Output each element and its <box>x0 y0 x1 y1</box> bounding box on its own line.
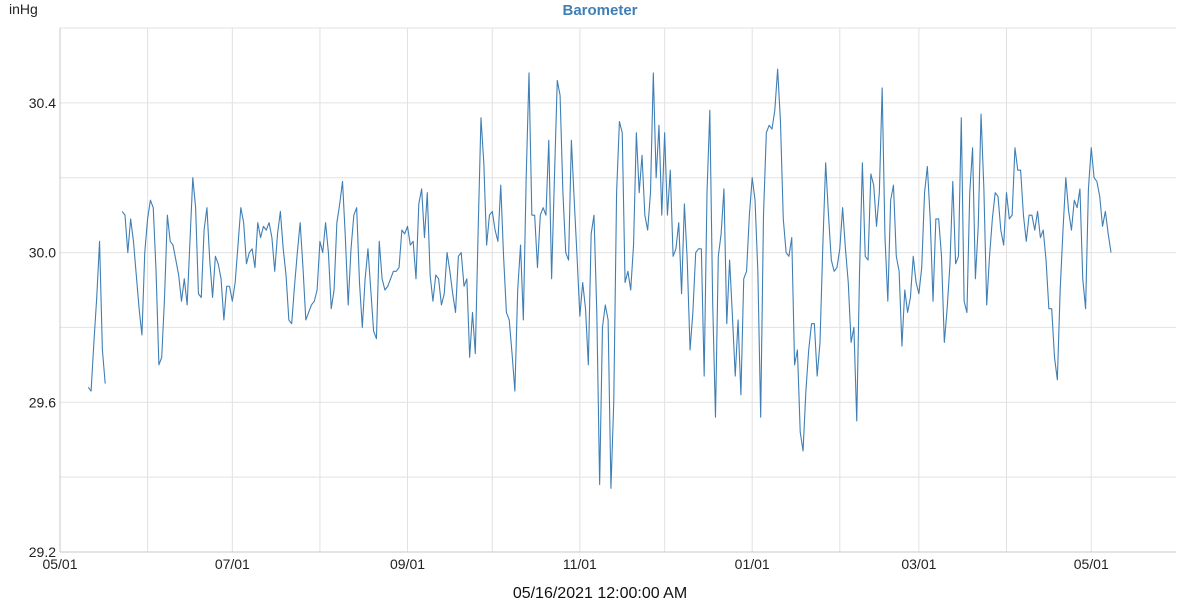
y-tick-label: 29.6 <box>29 394 56 410</box>
y-tick-label: 30.0 <box>29 245 56 261</box>
x-axis-ticks: 05/01 07/01 09/01 11/01 01/01 03/01 05/01 <box>42 556 1108 572</box>
grid-lines <box>60 27 1176 552</box>
y-tick-label: 29.2 <box>29 544 56 560</box>
y-axis-unit-label: inHg <box>9 1 38 17</box>
y-axis-ticks: 29.2 29.6 30.0 30.4 <box>29 95 56 560</box>
plot-area <box>59 28 1176 553</box>
chart-title: Barometer <box>562 2 637 19</box>
x-tick-label: 07/01 <box>215 556 250 572</box>
x-tick-label: 01/01 <box>735 556 770 572</box>
x-tick-label: 11/01 <box>563 556 597 572</box>
x-tick-label: 05/01 <box>1074 556 1109 572</box>
x-tick-label: 09/01 <box>390 556 425 572</box>
x-tick-label: 03/01 <box>901 556 936 572</box>
series-line <box>121 68 1112 489</box>
series-layer <box>87 68 1112 489</box>
series-line <box>87 240 106 392</box>
x-tick-label: 05/01 <box>42 556 77 572</box>
x-axis-title: 05/16/2021 12:00:00 AM <box>513 585 687 600</box>
y-tick-label: 30.4 <box>29 95 56 111</box>
